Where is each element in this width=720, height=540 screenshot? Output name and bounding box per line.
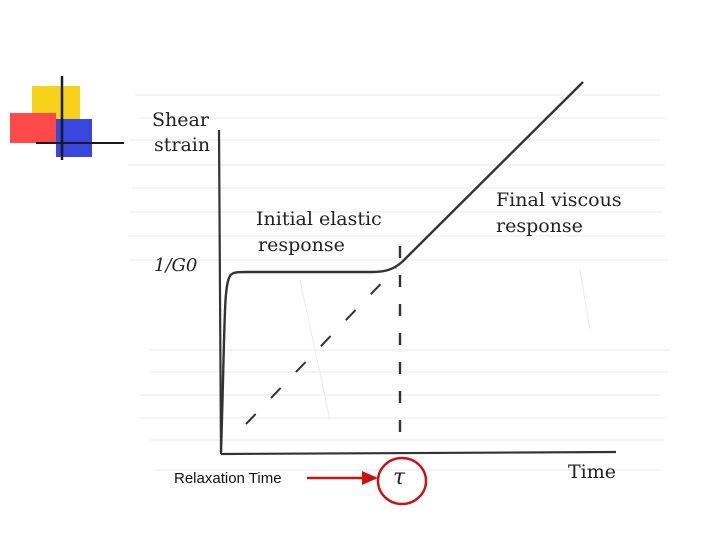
x-axis — [220, 450, 617, 456]
relaxation-time-label: Relaxation Time — [174, 470, 282, 487]
initial-response-label-line1: Initial elastic — [256, 208, 382, 230]
x-axis-label: Time — [568, 461, 616, 483]
y-axis-label-line2: strain — [154, 134, 210, 156]
final-response-label-line2: response — [496, 215, 583, 237]
tau-highlight-circle — [376, 456, 428, 506]
final-response-label-line1: Final viscous — [496, 189, 622, 211]
red-square — [10, 113, 56, 143]
strain-curve — [219, 81, 584, 453]
initial-response-label-line2: response — [258, 234, 345, 256]
tau-label: τ — [393, 465, 406, 490]
decorative-squares — [10, 76, 124, 160]
annotation-arrow-head — [362, 471, 378, 485]
y-tick-label: 1/G0 — [154, 255, 197, 276]
y-axis-label-line1: Shear — [152, 109, 210, 131]
y-axis — [217, 129, 223, 455]
dashed-extrapolation-line — [245, 267, 397, 425]
